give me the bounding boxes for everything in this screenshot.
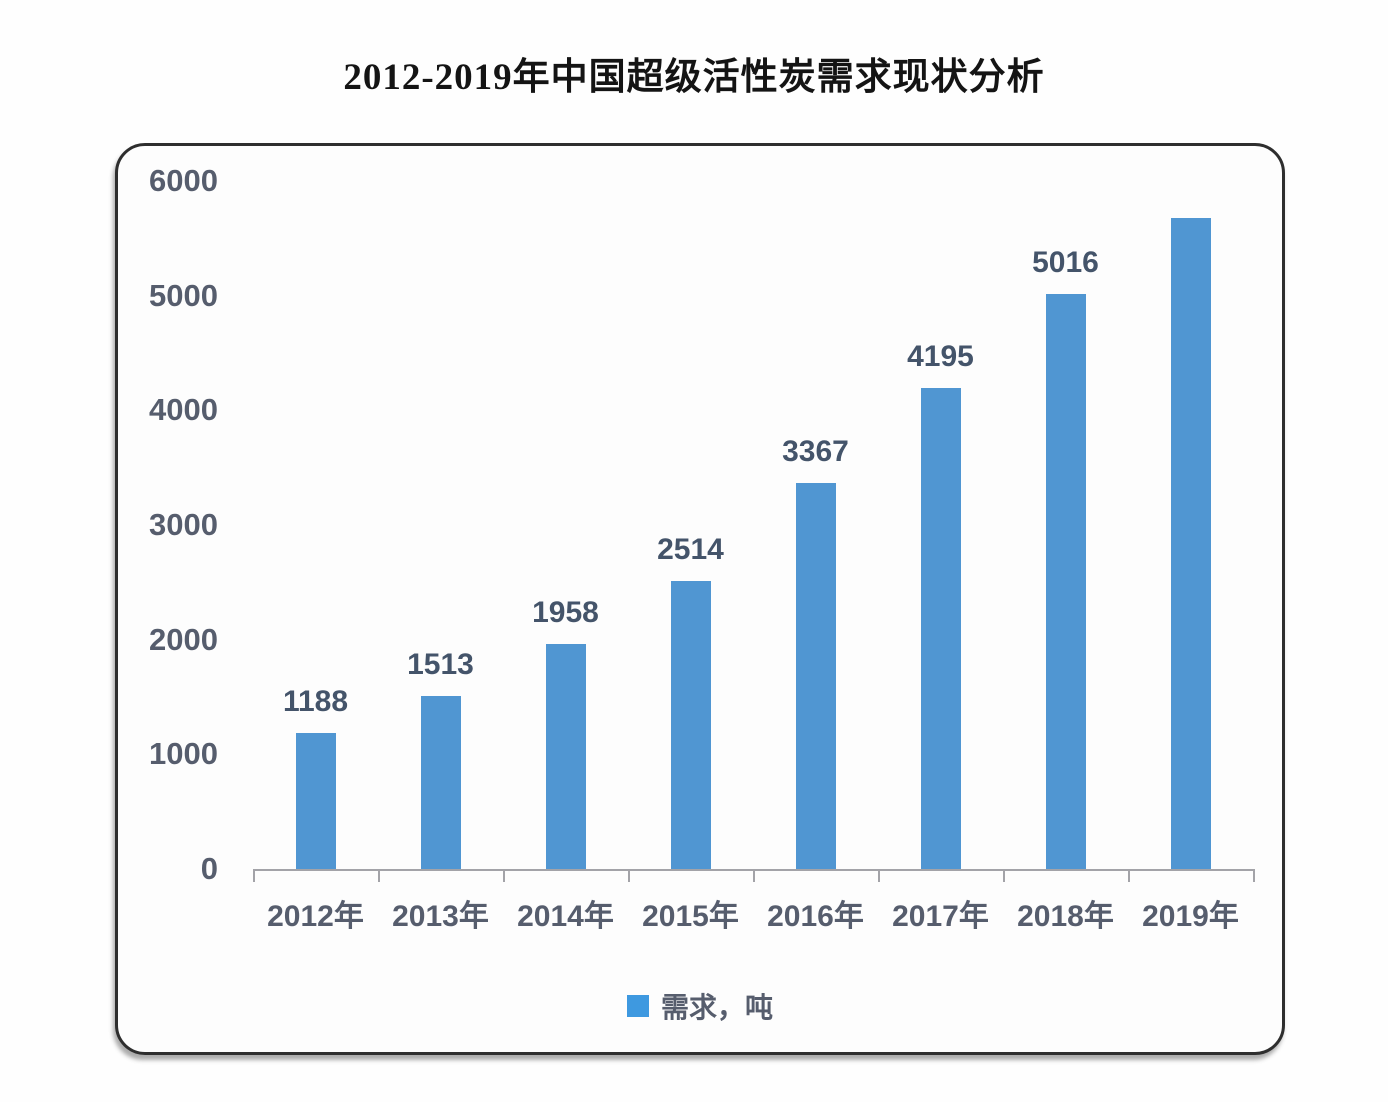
x-axis-tick	[753, 869, 755, 882]
bar-value-label: 3367	[782, 434, 849, 468]
x-category-label: 2012年	[267, 900, 364, 933]
bar-2016年	[795, 482, 836, 869]
x-category-label: 2016年	[767, 900, 864, 933]
y-tick-label: 3000	[149, 507, 218, 542]
y-tick-label: 4000	[149, 392, 218, 428]
x-category-label: 2017年	[892, 900, 989, 933]
bar-value-label: 4195	[907, 339, 974, 373]
y-tick-label: 2000	[149, 621, 218, 657]
bar-2019年	[1170, 218, 1211, 869]
x-category-label: 2013年	[392, 900, 489, 933]
x-axis-tick	[628, 869, 630, 882]
bar-2017年	[920, 387, 961, 869]
bar-value-label: 1958	[532, 596, 599, 630]
x-axis-tick	[878, 869, 880, 882]
x-axis-tick	[1253, 869, 1255, 882]
bar-value-label: 1513	[407, 647, 474, 681]
legend: 需求，吨	[118, 986, 1282, 1026]
x-axis-tick	[1128, 869, 1130, 882]
bar-2012年	[295, 732, 336, 869]
y-tick-label: 1000	[149, 736, 218, 772]
x-category-label: 2019年	[1142, 900, 1239, 933]
x-category-label: 2014年	[517, 900, 614, 933]
x-axis-tick	[253, 869, 255, 882]
bar-2015年	[670, 580, 711, 869]
legend-swatch-icon	[626, 995, 649, 1017]
x-axis-tick	[378, 869, 380, 882]
y-tick-label: 0	[200, 851, 218, 886]
x-axis-tick	[503, 869, 505, 882]
x-axis-tick	[1003, 869, 1005, 882]
bar-2013年	[420, 695, 461, 869]
x-category-label: 2018年	[1017, 900, 1114, 933]
plot-area: 0 1000 2000 3000 4000 5000 6000 1188 1513 1958 25…	[118, 146, 1282, 1052]
y-tick-label: 6000	[149, 163, 218, 198]
y-tick-label: 5000	[149, 277, 218, 313]
legend-label: 需求，吨	[660, 992, 773, 1023]
chart-title: 2012-2019年中国超级活性炭需求现状分析	[343, 57, 1045, 98]
bar-value-label: 5016	[1032, 245, 1099, 279]
bar-value-label: 2514	[657, 532, 724, 566]
x-category-label: 2015年	[642, 900, 739, 933]
bar-2014年	[545, 644, 586, 869]
chart-card: 0 1000 2000 3000 4000 5000 6000 1188 1513 1958 25…	[115, 143, 1285, 1055]
bar-value-label: 1188	[282, 684, 349, 718]
bar-2018年	[1045, 293, 1086, 869]
